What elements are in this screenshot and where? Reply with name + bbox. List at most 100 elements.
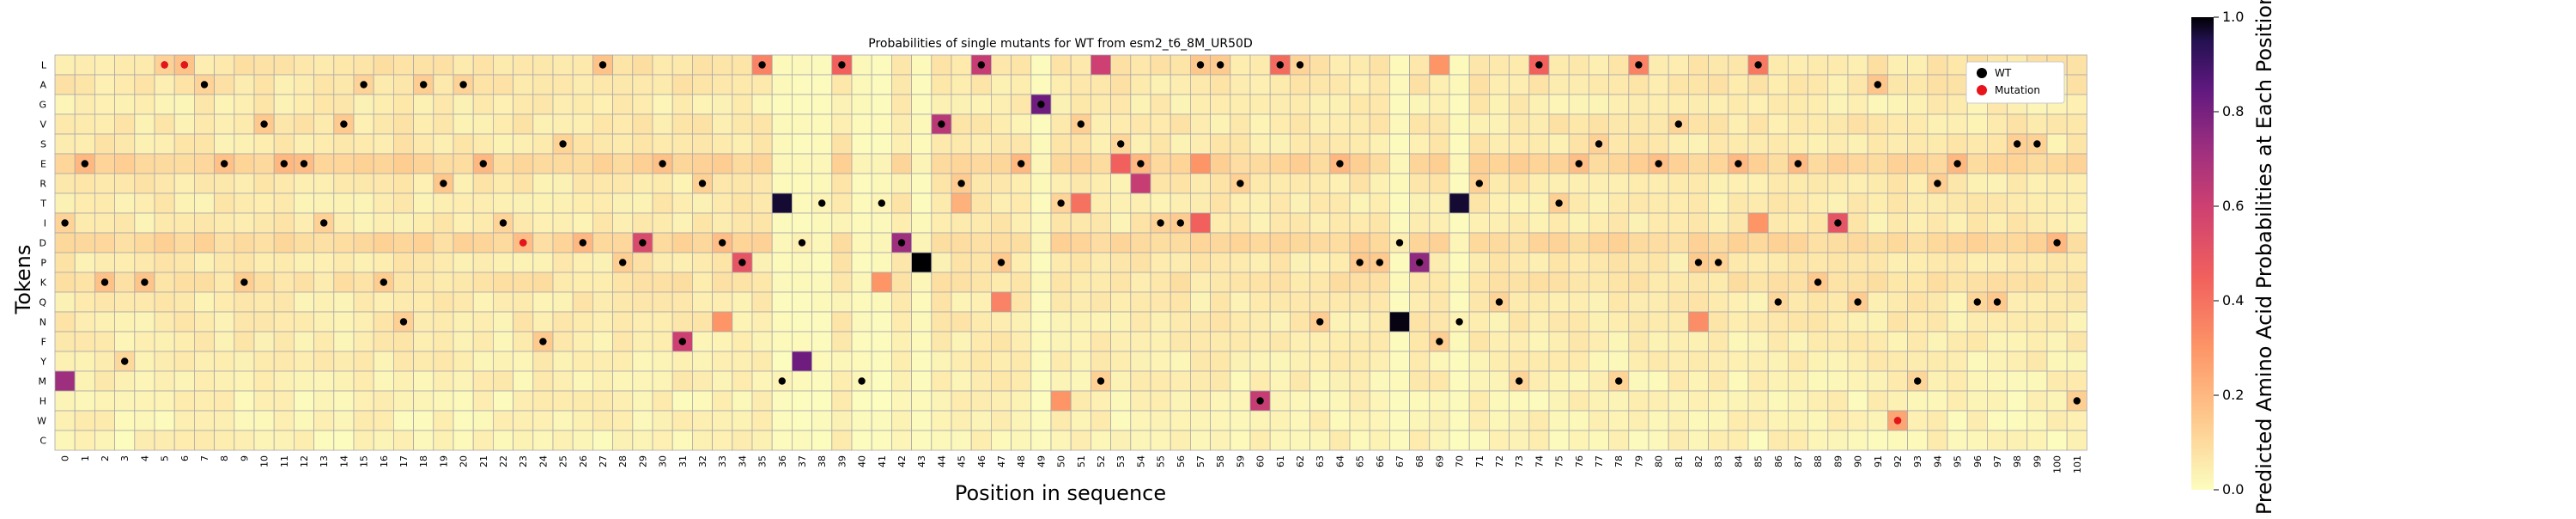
heatmap-cell [1688,113,1710,135]
heatmap-cell [891,351,913,372]
heatmap-cell [1628,192,1649,214]
heatmap-cell [1050,272,1072,293]
heatmap-cell [911,272,933,293]
heatmap-cell [951,192,972,214]
heatmap-cell [1907,113,1929,135]
heatmap-cell [1827,133,1849,155]
heatmap-cell [74,430,95,451]
x-tick-label: 45 [957,455,968,467]
heatmap-cell [851,113,872,135]
heatmap-cell [1249,291,1271,313]
heatmap-cell [652,113,673,135]
wt-marker [957,180,965,187]
heatmap-cell [273,94,295,115]
heatmap-cell [392,410,414,431]
heatmap-cell [552,370,574,392]
heatmap-cell [193,410,215,431]
heatmap-cell [1091,173,1112,194]
heatmap-cell [831,331,853,352]
heatmap-cell [1947,351,1968,372]
heatmap-cell [513,410,534,431]
heatmap-cell [991,54,1012,76]
heatmap-cell [1150,272,1171,293]
heatmap-cell [871,153,892,174]
heatmap-cell [333,291,355,313]
heatmap-cell [1130,430,1151,451]
heatmap-cell [1110,212,1132,234]
heatmap-cell [1489,212,1510,234]
heatmap-cell [293,430,314,451]
heatmap-cell [353,232,374,253]
heatmap-cell [851,173,872,194]
heatmap-cell [1747,153,1769,174]
heatmap-cell [513,54,534,76]
heatmap-cell [1807,94,1829,115]
heatmap-cell [2046,331,2068,352]
heatmap-cell [154,232,175,253]
heatmap-cell [572,370,593,392]
heatmap-cell [2066,94,2087,115]
wt-marker [200,81,209,89]
heatmap-cell [2007,113,2028,135]
heatmap-cell [2007,331,2028,352]
heatmap-cell [632,153,653,174]
heatmap-cell [253,351,275,372]
heatmap-cell [692,153,714,174]
heatmap-cell [911,173,933,194]
heatmap-cell [1827,311,1849,333]
heatmap-cell [1230,410,1251,431]
heatmap-cell [831,153,853,174]
heatmap-cell [692,272,714,293]
heatmap-cell [831,192,853,214]
heatmap-cell [991,370,1012,392]
x-tick-labels: 0 1 2 3 4 5 6 7 8 9 10 11 12 13 14 15 16 17 18 19 20 21 22 23 24… [60,455,2083,473]
heatmap-cell [1269,192,1291,214]
heatmap-cell [1449,252,1470,273]
heatmap-cell [94,232,116,253]
heatmap-cell [1110,430,1132,451]
heatmap-cell [970,370,992,392]
heatmap-cell [1648,173,1669,194]
heatmap-cell [652,252,673,273]
wt-marker [798,239,806,247]
heatmap-cell [632,351,653,372]
heatmap-cell [751,351,773,372]
heatmap-cell [2046,410,2068,431]
heatmap-cell [1290,173,1311,194]
heatmap-cell [891,133,913,155]
wt-marker [499,219,507,227]
heatmap-cell [1130,311,1151,333]
heatmap-cell [1429,212,1450,234]
heatmap-cell [234,74,255,95]
heatmap-cell [493,192,514,214]
heatmap-cell [1449,430,1470,451]
wt-marker [399,318,408,326]
heatmap-cell [453,54,474,76]
heatmap-cell [2066,54,2087,76]
heatmap-cell [572,173,593,194]
heatmap-cell [1688,331,1710,352]
heatmap-cell [2046,311,2068,333]
heatmap-cell [1429,390,1450,412]
heatmap-cell [1329,252,1351,273]
heatmap-cell [1150,430,1171,451]
x-tick-label: 14 [338,455,349,467]
heatmap-cell [1468,232,1490,253]
heatmap-cell [851,331,872,352]
heatmap-cell [74,232,95,253]
heatmap-cell [1489,54,1510,76]
heatmap-cell [1648,272,1669,293]
heatmap-cell [2066,351,2087,372]
heatmap-cell [592,410,614,431]
heatmap-cell [532,351,554,372]
heatmap-cell [1548,113,1570,135]
heatmap-cell [1628,370,1649,392]
heatmap-cell [234,370,255,392]
heatmap-cell [632,291,653,313]
heatmap-cell [1170,390,1191,412]
heatmap-cell [1708,291,1729,313]
heatmap-cell [1927,370,1948,392]
heatmap-cell [134,153,155,174]
heatmap-cell [513,212,534,234]
heatmap-cell [493,133,514,155]
